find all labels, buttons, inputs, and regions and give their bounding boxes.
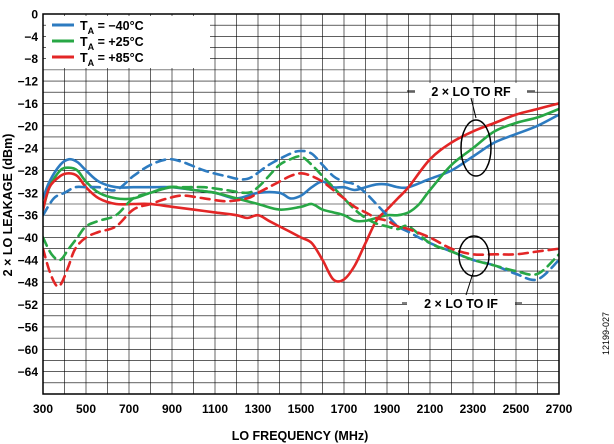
y-tick-label: −4 [24, 30, 38, 44]
y-axis-label: 2 × LO LEAKAGE (dBm) [1, 134, 15, 277]
x-tick-label: 700 [119, 402, 139, 416]
x-tick-label: 2500 [503, 402, 530, 416]
annotation-if-ellipse [458, 235, 490, 277]
legend: TA = −40°CTA = +25°CTA = +85°C [46, 16, 210, 68]
y-tick-label: 0 [31, 8, 38, 22]
y-tick-label: −48 [18, 276, 39, 290]
y-tick-label: −28 [18, 164, 39, 178]
y-tick-label: −40 [18, 231, 39, 245]
x-tick-label: 2700 [546, 402, 573, 416]
x-tick-label: 2100 [417, 402, 444, 416]
y-tick-label: −60 [18, 343, 39, 357]
y-tick-label: −52 [18, 298, 39, 312]
x-tick-label: 1700 [331, 402, 358, 416]
series-group [43, 102, 559, 288]
x-tick-label: 1100 [202, 402, 228, 416]
y-tick-label: −24 [18, 142, 39, 156]
x-tick-label: 1300 [245, 402, 272, 416]
y-tick-label: −36 [18, 209, 39, 223]
y-tick-label: −44 [18, 253, 39, 267]
y-tick-label: −32 [18, 186, 39, 200]
x-tick-label: 500 [76, 402, 96, 416]
series-line-1 [43, 107, 559, 223]
annotation-rf-ellipse [460, 119, 492, 177]
x-tick-label: 300 [33, 402, 53, 416]
legend-label: TA = −40°C [80, 19, 144, 36]
legend-label: TA = +25°C [80, 35, 144, 52]
annotation-if-label: 2 × LO TO IF [424, 297, 498, 311]
legend-label: TA = +85°C [80, 51, 144, 68]
x-tick-label: 2300 [460, 402, 487, 416]
series-line-5 [43, 172, 559, 288]
y-tick-label: −12 [18, 75, 39, 89]
figure-id: 12199-027 [601, 312, 611, 355]
x-tick-labels: 300 500 700 900 1100 1300 1500 1700 1900 2100 2300… [33, 402, 573, 416]
x-tick-label: 900 [162, 402, 182, 416]
x-axis-label: LO FREQUENCY (MHz) [232, 429, 369, 443]
series-line-2 [43, 102, 559, 283]
annotation-rf-label: 2 × LO TO RF [431, 85, 511, 99]
y-tick-label: −16 [18, 97, 39, 111]
x-tick-label: 1500 [288, 402, 315, 416]
annotation-rf: 2 × LO TO RF [407, 83, 535, 177]
y-tick-labels: 0 −4 −8 −12 −16 −20 −24 −28 −32 −36 −40 −44 −48 −52 −5… [18, 8, 39, 380]
y-tick-label: −8 [24, 52, 38, 66]
plot-frame [42, 13, 560, 395]
y-tick-label: −20 [18, 119, 39, 133]
series-line-4 [43, 155, 559, 277]
annotation-if: 2 × LO TO IF [402, 235, 522, 311]
series-line-0 [43, 113, 559, 200]
x-tick-label: 1900 [374, 402, 401, 416]
y-tick-label: −56 [18, 320, 39, 334]
y-tick-label: −64 [18, 365, 39, 379]
